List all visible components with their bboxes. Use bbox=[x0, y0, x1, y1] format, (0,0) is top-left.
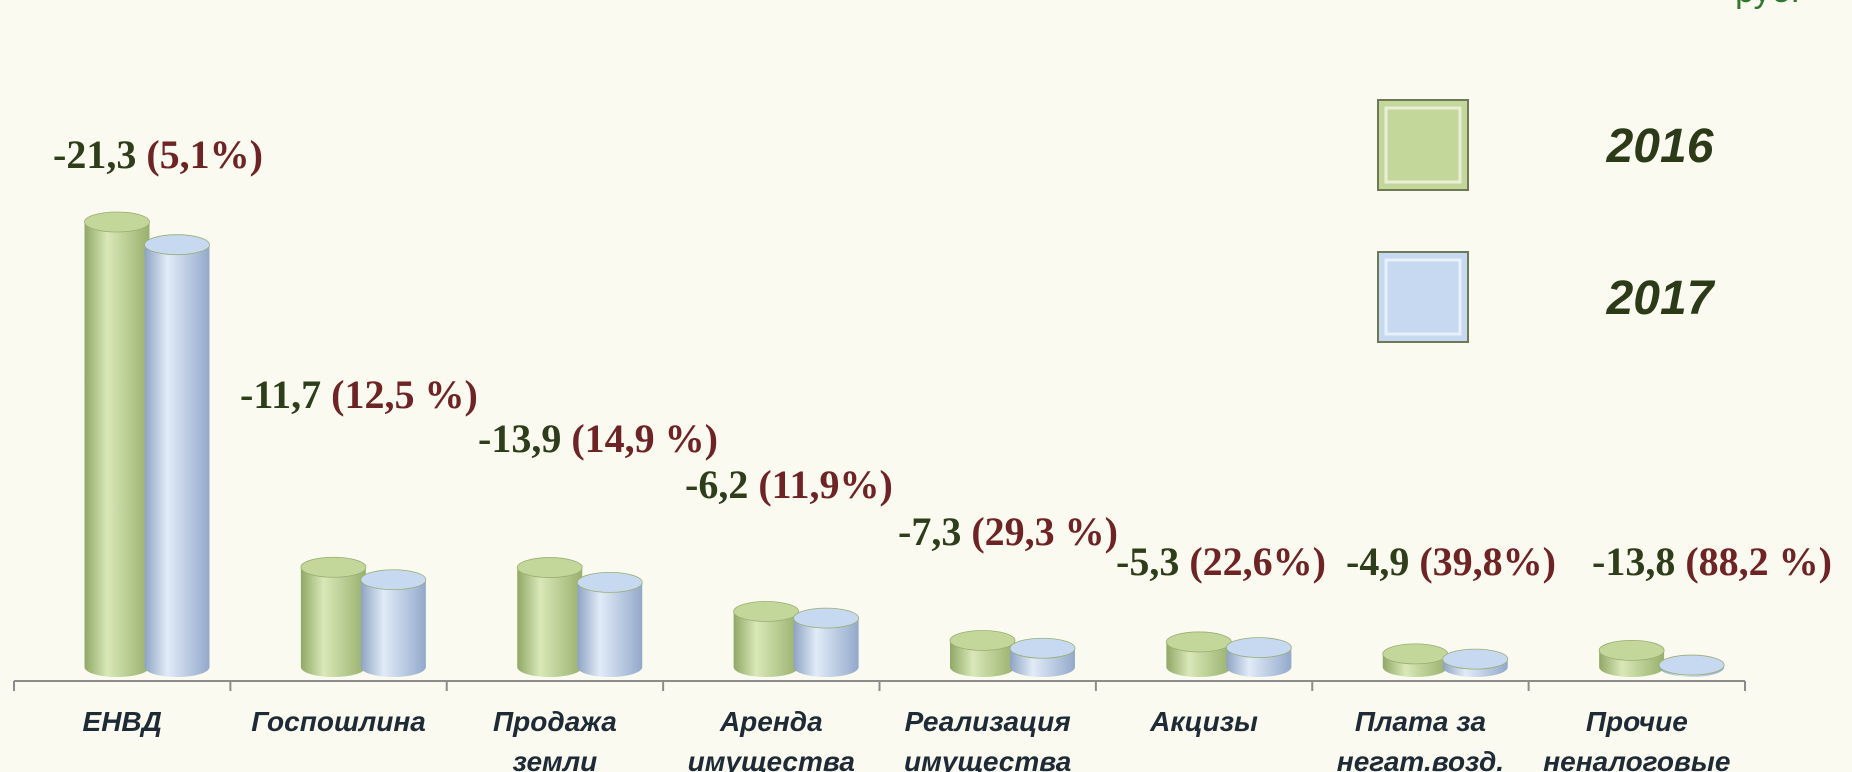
annotation: -11,7 (12,5 %) bbox=[240, 372, 478, 417]
category-label: Реализация bbox=[905, 706, 1071, 737]
annotation-change: -6,2 bbox=[685, 462, 748, 507]
legend-swatch bbox=[1377, 251, 1469, 343]
category-label: неналоговые bbox=[1543, 746, 1730, 772]
annotation: -5,3 (22,6%) bbox=[1116, 539, 1326, 584]
cylinder-body bbox=[950, 640, 1015, 678]
cylinder-top bbox=[733, 601, 800, 622]
cylinder-top bbox=[300, 556, 367, 578]
cylinder-body bbox=[793, 618, 859, 678]
cylinder-body bbox=[84, 222, 150, 678]
legend-swatch bbox=[1377, 99, 1469, 191]
cylinder-top bbox=[516, 557, 583, 578]
annotation: -7,3 (29,3 %) bbox=[898, 509, 1118, 554]
annotation: -21,3 (5,1%) bbox=[53, 132, 263, 177]
cylinder-top bbox=[360, 569, 427, 591]
cylinder-body bbox=[733, 611, 799, 678]
cylinder-top bbox=[1382, 643, 1449, 665]
cylinder-top bbox=[793, 607, 860, 629]
annotation-percent: (22,6%) bbox=[1189, 539, 1326, 584]
annotation-change: -13,8 bbox=[1592, 539, 1675, 584]
annotation-change: -5,3 bbox=[1116, 539, 1179, 584]
cylinder-body bbox=[360, 579, 426, 678]
cylinder-top bbox=[84, 211, 150, 233]
cylinder-top bbox=[1598, 639, 1665, 661]
annotation-change: -21,3 bbox=[53, 132, 136, 177]
category-label: Госпошлина bbox=[251, 706, 426, 737]
legend-label: 2017 bbox=[1606, 272, 1716, 325]
category-label: имущества bbox=[904, 746, 1071, 772]
annotation: -13,8 (88,2 %) bbox=[1592, 539, 1832, 584]
cylinder-body bbox=[577, 582, 643, 678]
cylinder-body bbox=[300, 567, 366, 678]
annotation: -13,9 (14,9 %) bbox=[478, 416, 718, 461]
cylinder-top bbox=[1165, 631, 1232, 653]
category-label: Плата за bbox=[1355, 706, 1486, 737]
category-label: Прочие bbox=[1586, 706, 1688, 737]
annotation: -4,9 (39,8%) bbox=[1346, 539, 1556, 584]
cylinder-body bbox=[517, 567, 583, 678]
annotation-percent: (14,9 %) bbox=[571, 416, 718, 461]
annotation-change: -4,9 bbox=[1346, 539, 1409, 584]
annotation-change: -11,7 bbox=[240, 372, 321, 417]
annotation-percent: (12,5 %) bbox=[331, 372, 478, 417]
annotation-percent: (5,1%) bbox=[146, 132, 263, 177]
annotation-change: -13,9 bbox=[478, 416, 561, 461]
category-label: земли bbox=[513, 746, 598, 772]
cylinder-top bbox=[144, 234, 210, 256]
cylinder-top bbox=[949, 630, 1016, 651]
cylinder-top bbox=[1658, 654, 1725, 676]
annotation-percent: (88,2 %) bbox=[1685, 539, 1832, 584]
cylinder-body bbox=[144, 244, 210, 678]
category-label: Акцизы bbox=[1149, 706, 1258, 737]
category-label: ЕНВД bbox=[83, 706, 162, 737]
category-label: имущества bbox=[688, 746, 855, 772]
category-label: негат.возд. bbox=[1337, 746, 1504, 772]
legend-swatch-shine bbox=[1384, 106, 1462, 184]
annotation-percent: (11,9%) bbox=[758, 462, 892, 507]
category-label: Продажа bbox=[493, 706, 617, 737]
cylinder-top bbox=[1442, 648, 1509, 670]
annotation-percent: (39,8%) bbox=[1419, 539, 1556, 584]
annotation-change: -7,3 bbox=[898, 509, 961, 554]
cylinder-top bbox=[1009, 637, 1076, 659]
unit-label: руб. bbox=[1735, 0, 1800, 10]
annotation-percent: (29,3 %) bbox=[971, 509, 1118, 554]
category-label: Аренда bbox=[719, 706, 823, 737]
cylinder-top bbox=[1225, 637, 1292, 659]
cylinder-top bbox=[576, 571, 643, 593]
legend-label: 2016 bbox=[1606, 120, 1714, 173]
annotation: -6,2 (11,9%) bbox=[685, 462, 893, 507]
legend-swatch-shine bbox=[1384, 258, 1462, 336]
